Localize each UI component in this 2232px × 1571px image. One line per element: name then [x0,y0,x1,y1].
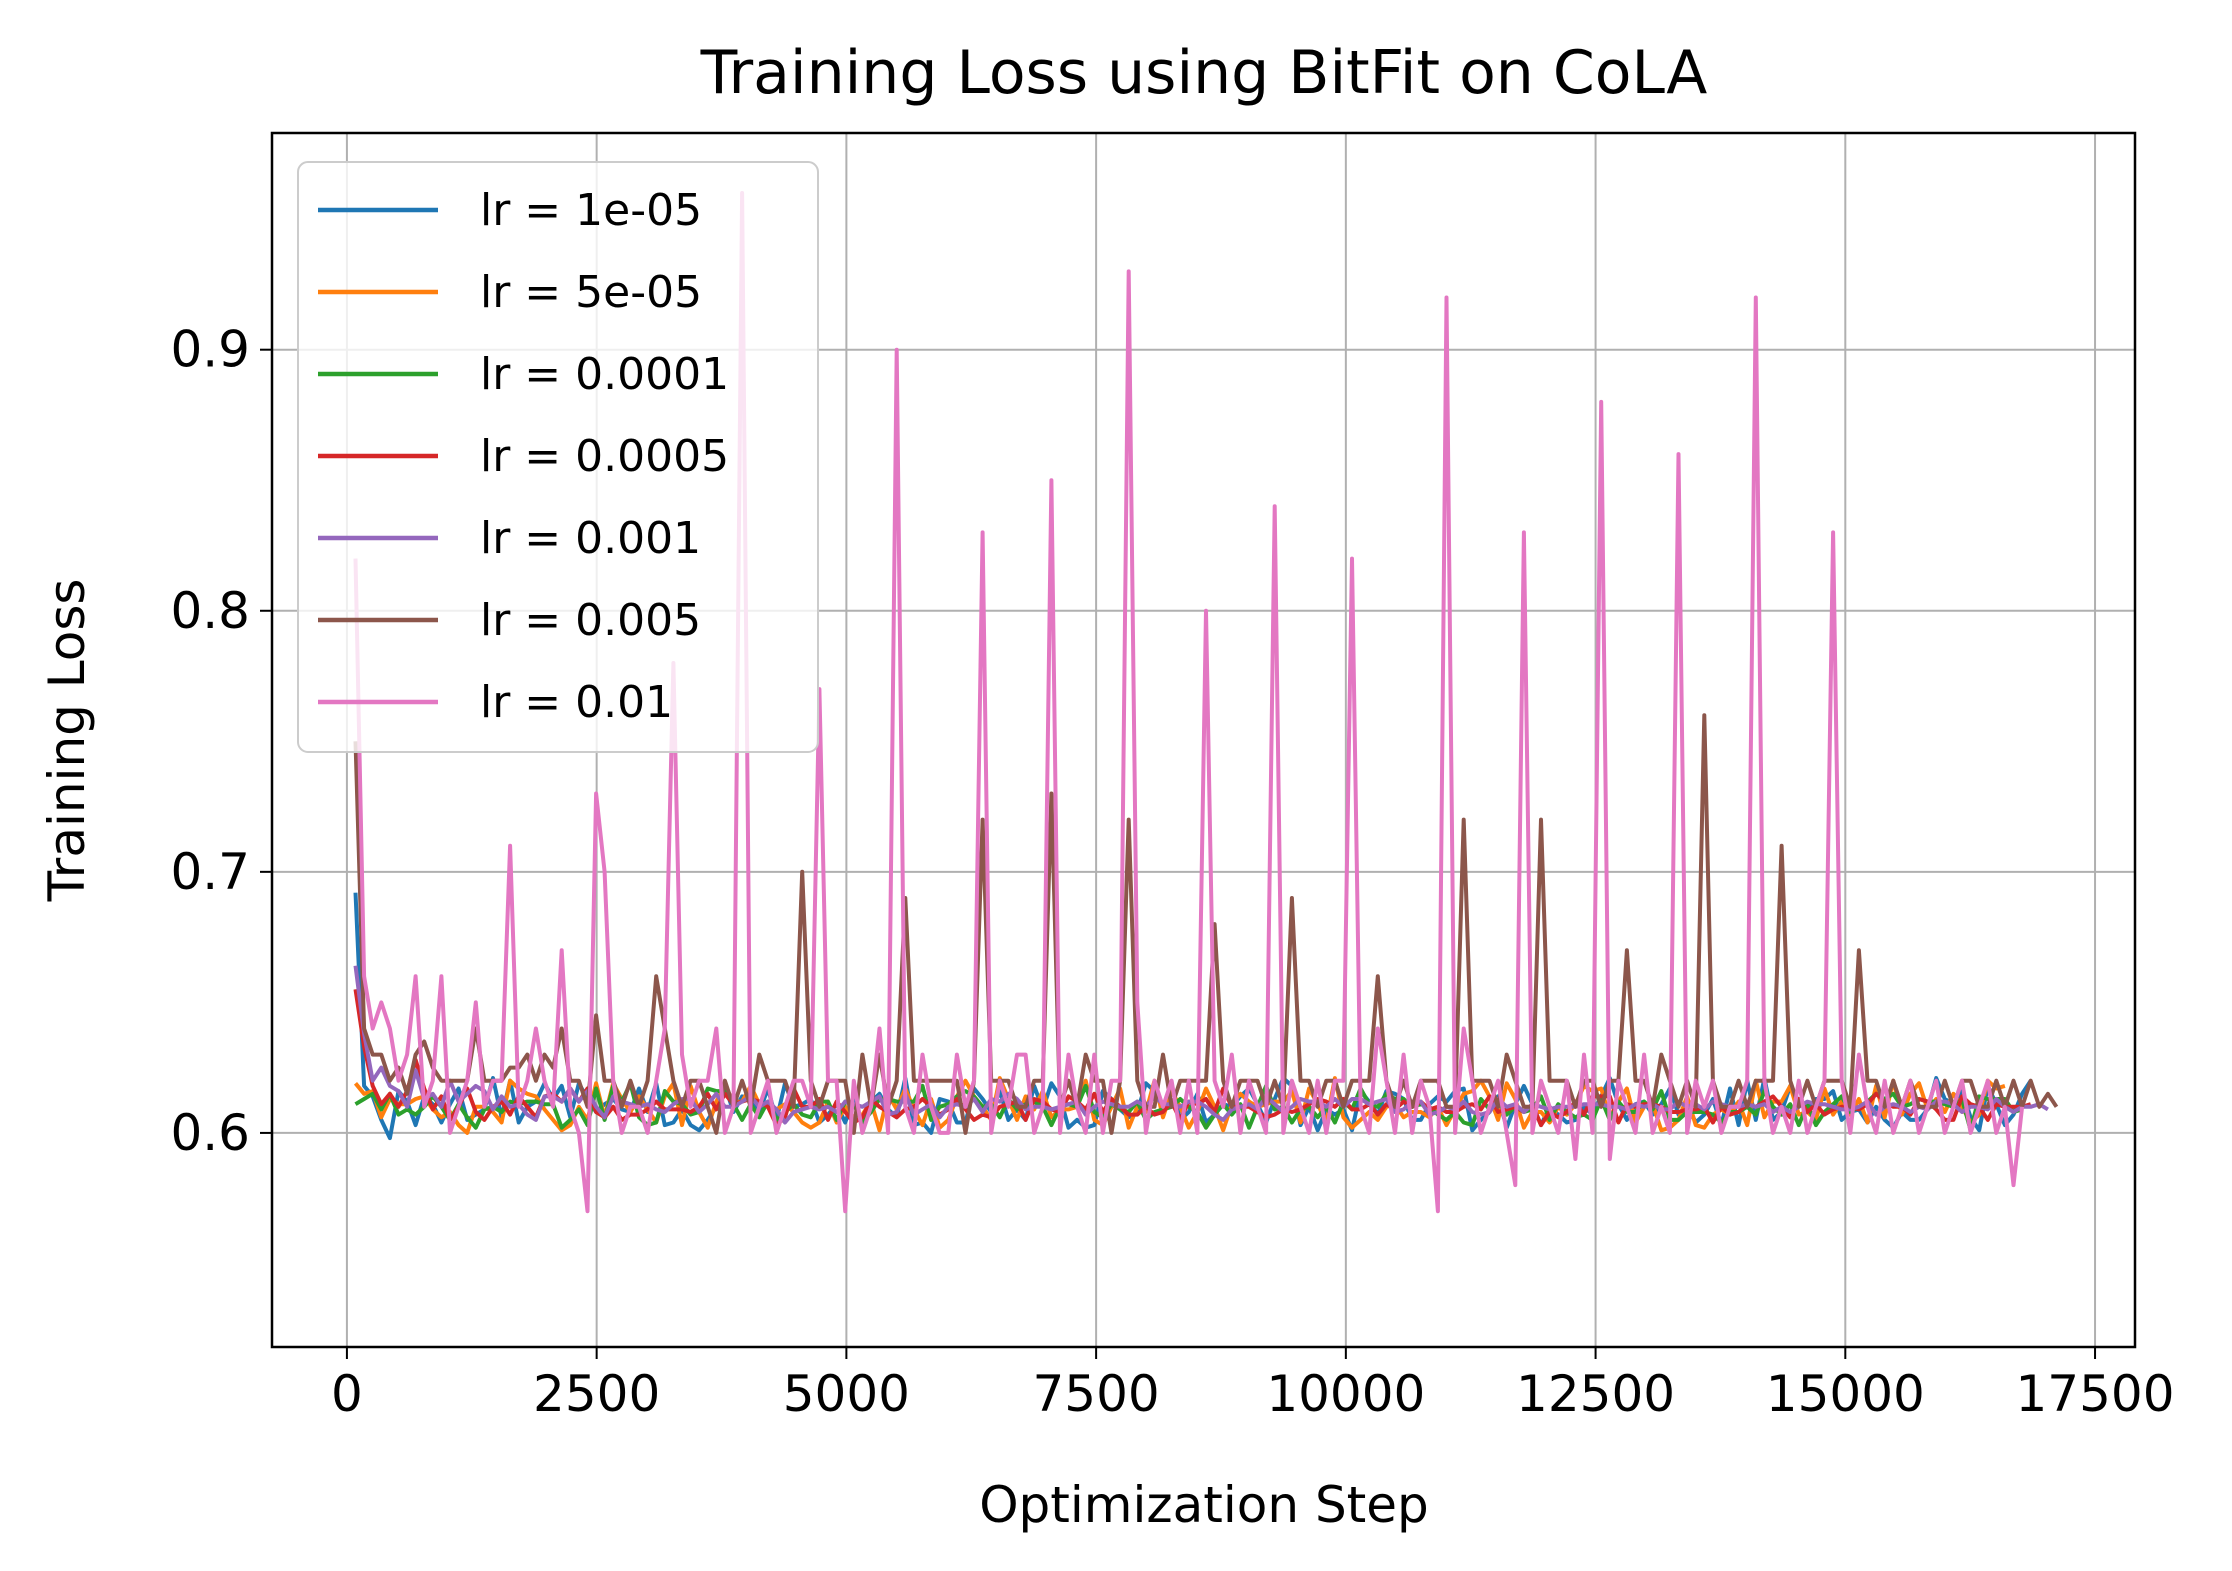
x-tick-label: 17500 [2016,1365,2175,1423]
y-tick-label: 0.8 [170,582,250,640]
x-tick-label: 5000 [783,1365,910,1423]
legend-box [297,161,819,753]
chart-title: Training Loss using BitFit on CoLA [700,38,1708,108]
legend-label: lr = 0.0001 [480,349,729,400]
x-tick-label: 10000 [1266,1365,1425,1423]
legend-label: lr = 1e-05 [480,185,702,236]
y-tick-label: 0.6 [170,1104,250,1162]
series-line-6 [353,191,2025,1214]
x-axis: 0 2500 5000 7500 10000 12500 15000 17500 [331,1347,2175,1423]
y-axis-label: Training Loss [38,579,96,903]
y-tick-label: 0.9 [170,321,250,379]
x-tick-label: 2500 [533,1365,660,1423]
legend-label: lr = 5e-05 [480,267,702,318]
y-tick-label: 0.7 [170,843,250,901]
x-tick-label: 12500 [1516,1365,1675,1423]
legend: lr = 1e-05 lr = 5e-05 lr = 0.0001 lr = 0.00… [297,161,819,753]
x-tick-label: 7500 [1032,1365,1159,1423]
legend-label: lr = 0.01 [480,677,673,728]
legend-label: lr = 0.005 [480,595,701,646]
x-tick-label: 0 [331,1365,363,1423]
plot-area-frame [270,131,2137,1349]
legend-label: lr = 0.001 [480,513,701,564]
x-axis-label: Optimization Step [979,1476,1429,1534]
y-axis: 0.6 0.7 0.8 0.9 [170,321,272,1162]
legend-label: lr = 0.0005 [480,431,729,482]
series-lines [353,191,2059,1214]
x-tick-label: 15000 [1766,1365,1925,1423]
